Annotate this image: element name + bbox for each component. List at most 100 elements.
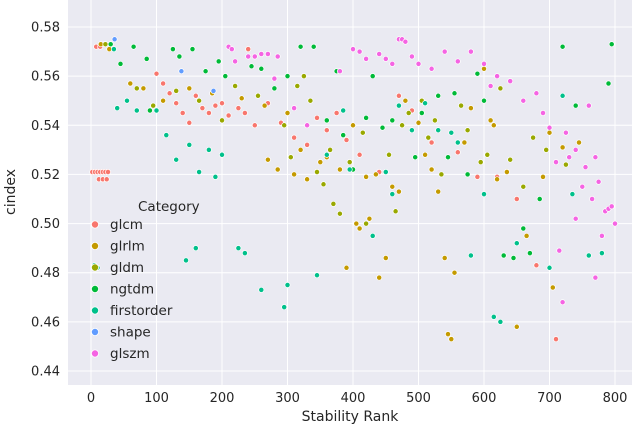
point-firstorder-5 [133, 107, 140, 114]
point-glcm-45 [513, 196, 520, 202]
point-glcm-25 [235, 105, 242, 112]
point-firstorder-41 [569, 191, 576, 198]
point-glcm-19 [192, 92, 199, 99]
point-firstorder-33 [454, 139, 461, 146]
point-glrlm-3 [140, 85, 147, 92]
point-ngtdm-26 [418, 110, 425, 116]
point-glszm-2 [232, 58, 239, 65]
point-glcm-22 [212, 102, 219, 109]
series-glcm [89, 41, 559, 343]
point-glcm-36 [343, 137, 350, 143]
point-glszm-4 [251, 53, 258, 60]
point-glrlm-25 [376, 274, 383, 281]
point-glcm-28 [251, 122, 258, 129]
point-gldm-37 [530, 134, 537, 141]
point-glszm-42 [585, 102, 592, 109]
point-glcm-41 [428, 139, 435, 146]
point-glrlm-26 [382, 255, 389, 261]
x-tick-label-8: 800 [603, 391, 628, 406]
point-glcm-42 [454, 149, 461, 156]
point-firstorder-13 [205, 146, 212, 153]
legend-marker-ngtdm [91, 284, 100, 293]
point-gldm-16 [330, 200, 337, 207]
point-ngtdm-24 [389, 117, 396, 124]
point-ngtdm-0 [107, 41, 114, 48]
legend-label-glcm: glcm [110, 217, 143, 233]
legend: Category glcm glrlm gldm ngtdm firstorder sha… [91, 199, 200, 362]
point-glrlm-5 [186, 85, 193, 92]
point-firstorder-6 [153, 107, 160, 114]
point-glszm-22 [415, 60, 422, 67]
y-axis-label: cindex [3, 169, 19, 215]
point-shape-1 [178, 68, 185, 75]
point-glszm-14 [363, 55, 370, 62]
point-glrlm-30 [415, 119, 422, 126]
point-glcm-34 [323, 127, 330, 134]
point-ngtdm-25 [412, 154, 419, 161]
y-tick-label-2: 0.48 [31, 266, 60, 281]
point-gldm-13 [314, 169, 320, 175]
legend-label-glszm: glszm [110, 346, 150, 362]
point-glrlm-42 [490, 122, 497, 129]
point-gldm-30 [458, 102, 465, 109]
point-firstorder-43 [598, 250, 605, 257]
point-ngtdm-17 [323, 117, 330, 124]
point-ngtdm-9 [215, 58, 222, 65]
point-firstorder-10 [186, 141, 193, 148]
point-glcm-26 [241, 110, 248, 116]
y-tick-label-5: 0.54 [31, 119, 60, 134]
point-gldm-18 [346, 159, 353, 166]
point-glszm-34 [546, 124, 553, 131]
point-glrlm-31 [422, 151, 429, 158]
point-firstorder-29 [408, 127, 415, 134]
point-gldm-23 [392, 208, 399, 215]
x-tick-label-5: 500 [406, 391, 431, 406]
point-glrlm-7 [238, 95, 245, 102]
series-firstorder [91, 46, 605, 325]
point-gldm-9 [287, 154, 294, 161]
point-glrlm-45 [513, 323, 520, 330]
point-gldm-31 [464, 127, 471, 134]
point-glrlm-9 [264, 156, 271, 163]
point-glrlm-2 [127, 80, 134, 87]
point-firstorder-27 [389, 191, 396, 198]
point-glcm-9 [103, 176, 110, 183]
legend-label-shape: shape [110, 325, 151, 341]
point-glrlm-34 [441, 255, 448, 261]
point-ngtdm-4 [146, 107, 153, 114]
point-firstorder-42 [585, 252, 592, 259]
point-firstorder-34 [467, 252, 474, 259]
point-ngtdm-32 [481, 97, 487, 104]
point-glrlm-49 [549, 284, 556, 291]
point-firstorder-40 [559, 92, 566, 99]
point-glszm-50 [612, 220, 618, 227]
point-glszm-13 [356, 48, 363, 55]
point-gldm-25 [405, 110, 412, 116]
point-glcm-39 [395, 92, 402, 99]
point-glrlm-41 [487, 117, 494, 124]
point-firstorder-19 [281, 304, 288, 311]
point-firstorder-18 [258, 286, 265, 293]
series-glrlm [97, 41, 582, 343]
point-glrlm-33 [435, 188, 442, 195]
point-glrlm-29 [402, 97, 409, 104]
y-tick-label-7: 0.58 [31, 21, 60, 36]
point-glrlm-21 [356, 225, 363, 232]
point-glszm-31 [520, 97, 527, 104]
point-glrlm-8 [261, 102, 268, 109]
point-gldm-36 [520, 183, 527, 190]
point-firstorder-23 [340, 107, 347, 114]
point-ngtdm-33 [500, 252, 507, 259]
point-gldm-38 [543, 146, 550, 153]
point-firstorder-38 [513, 240, 520, 247]
point-glrlm-37 [451, 269, 458, 276]
point-glrlm-4 [160, 97, 167, 104]
point-glcm-43 [474, 173, 481, 180]
point-ngtdm-3 [143, 55, 150, 62]
point-glcm-20 [199, 105, 206, 112]
point-glszm-32 [533, 90, 540, 97]
point-gldm-28 [431, 117, 438, 124]
point-glcm-37 [356, 151, 363, 158]
point-glszm-46 [598, 232, 605, 239]
point-gldm-7 [255, 92, 261, 99]
